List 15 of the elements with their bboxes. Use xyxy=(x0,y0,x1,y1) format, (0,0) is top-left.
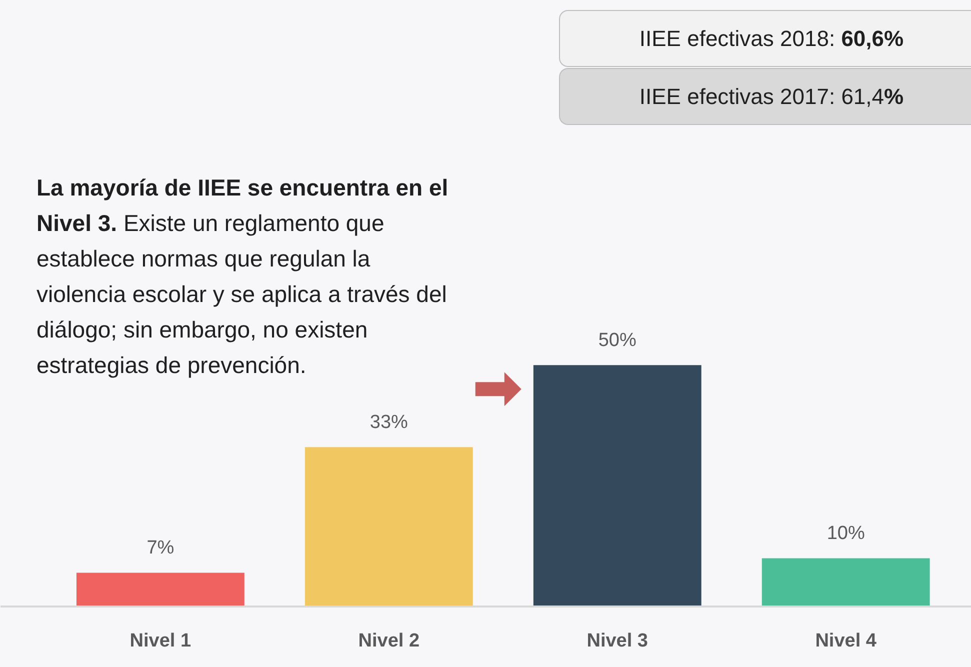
annotation: La mayoría de IIEE se encuentra en el Nivel 3. Existe un reglamento que establece normas que regulan la violencia escolar y se aplica a través del diálogo; sin embargo, no existen estrategias de prevención. xyxy=(36,174,448,378)
bar xyxy=(76,572,244,606)
bar xyxy=(304,447,473,606)
data-label: 10% xyxy=(826,523,865,544)
bar xyxy=(762,558,930,606)
x-tick-label: Nivel 2 xyxy=(358,630,420,652)
data-label: 7% xyxy=(146,538,174,559)
label-box: IIEE efectivas 2017: 61,4% xyxy=(559,68,971,125)
bar xyxy=(533,365,702,606)
x-tick-label: Nivel 4 xyxy=(815,630,877,652)
x-tick-label: Nivel 1 xyxy=(130,630,192,652)
label-box: IIEE efectivas 2018: 60,6% xyxy=(559,10,971,67)
x-tick-label: Nivel 3 xyxy=(586,630,648,652)
data-label: 33% xyxy=(370,412,408,434)
data-label: 50% xyxy=(598,330,636,352)
